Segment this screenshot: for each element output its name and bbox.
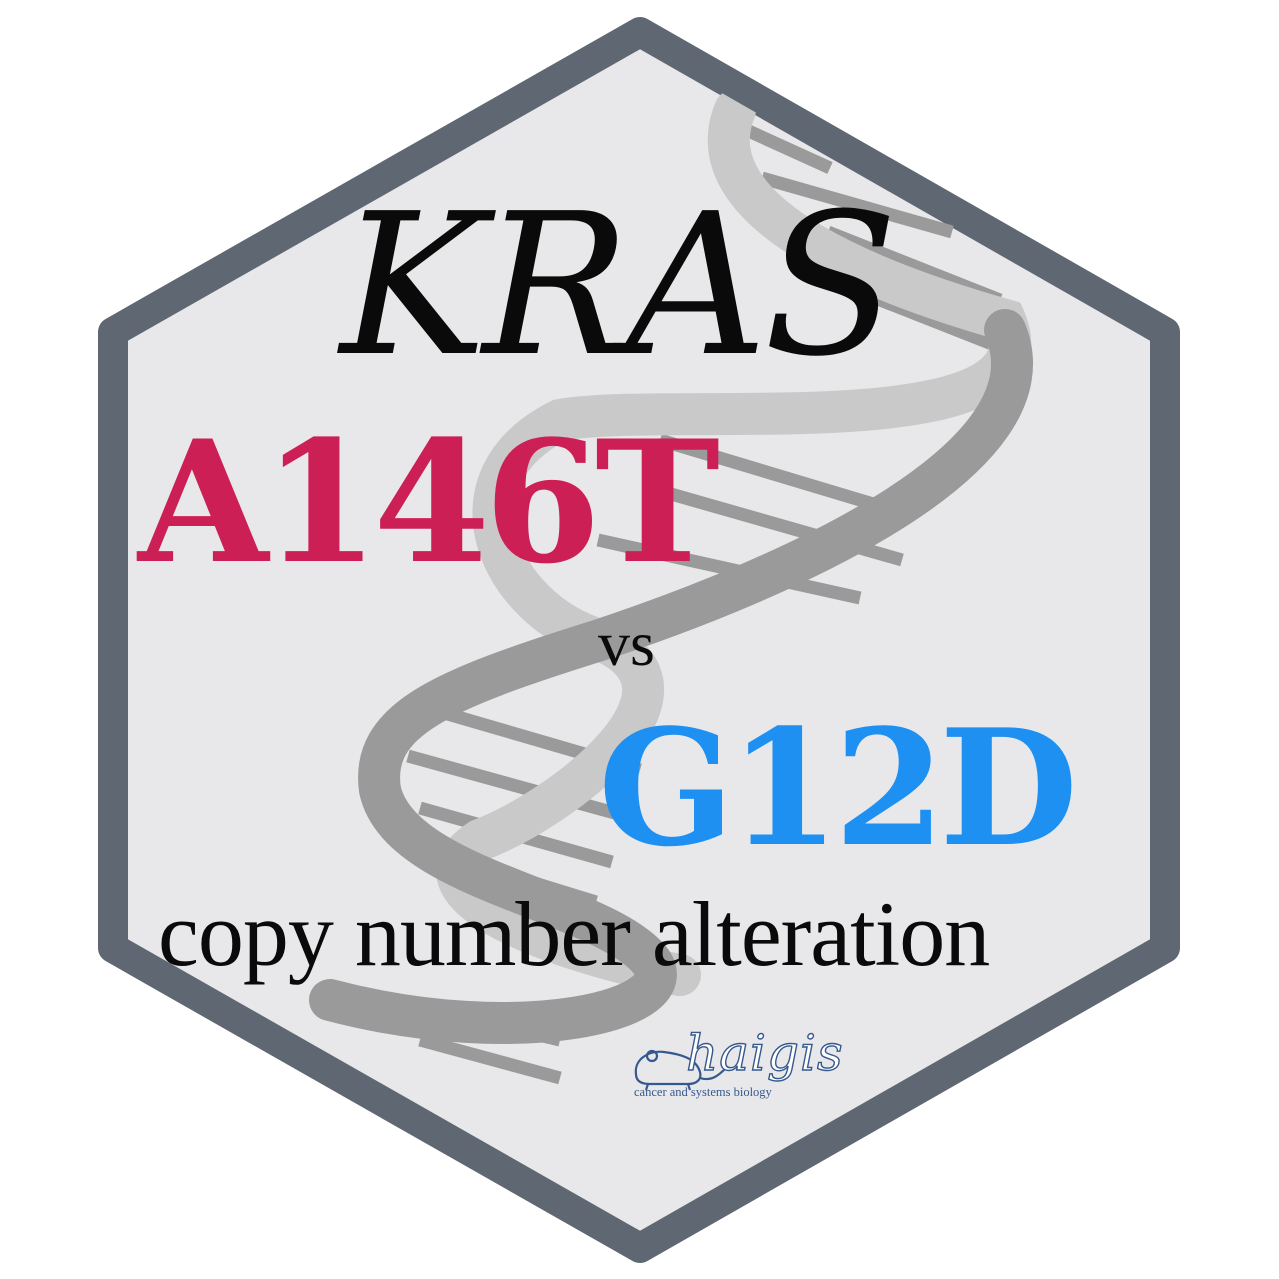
gene-title: KRAS [340, 172, 898, 400]
lab-logo-name: haigis [685, 1024, 844, 1082]
lab-logo-tagline: cancer and systems biology [634, 1085, 772, 1099]
comparison-label: vs [598, 608, 655, 679]
dna-double-helix-icon [309, 89, 1033, 1085]
helix-backbone [309, 89, 1033, 1044]
mutation-a-label: A146T [138, 403, 720, 601]
subtitle: copy number alteration [158, 883, 990, 985]
mouse-icon [634, 1049, 727, 1091]
mutation-b-label: G12D [598, 694, 1078, 882]
